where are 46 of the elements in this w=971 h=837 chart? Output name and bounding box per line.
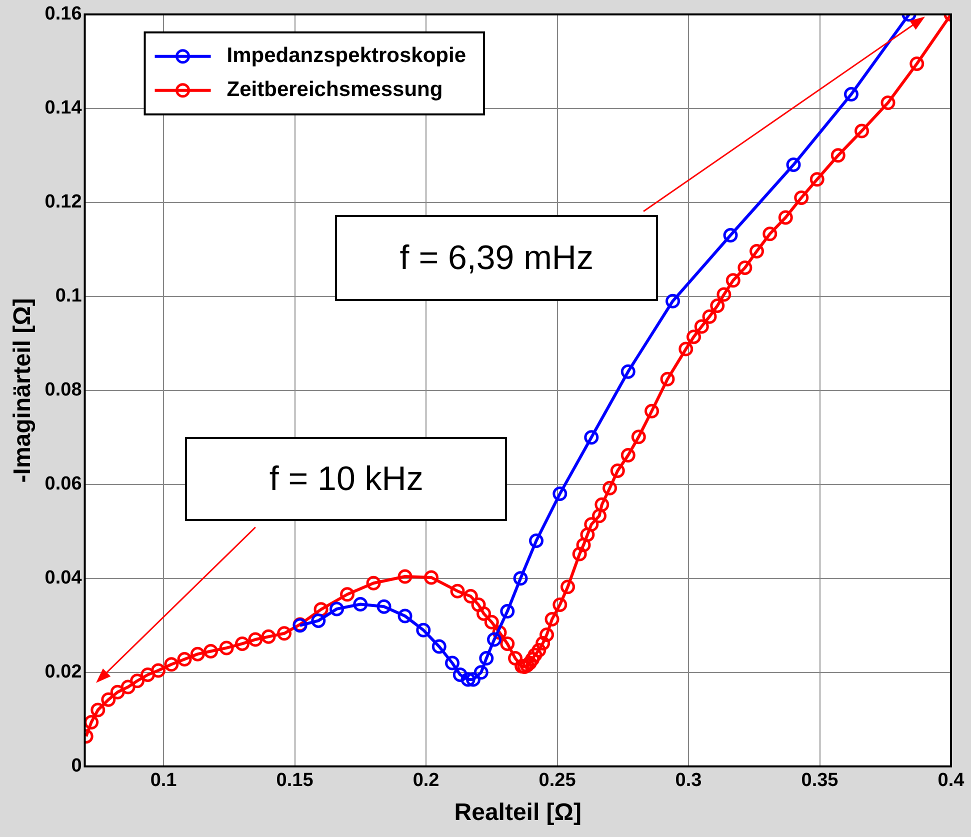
- point: [416, 622, 431, 638]
- point: [376, 599, 392, 614]
- point: [723, 228, 738, 243]
- legend-label: Impedanzspektroskopie: [226, 44, 466, 68]
- point: [432, 639, 446, 654]
- y-tick-label: 0.02: [44, 662, 82, 683]
- point: [487, 632, 502, 647]
- point: [398, 608, 412, 624]
- point: [479, 651, 494, 666]
- y-tick-label: 0.12: [44, 192, 82, 213]
- point: [452, 668, 468, 682]
- point: [353, 597, 368, 612]
- point: [466, 672, 481, 687]
- point: [584, 430, 599, 445]
- x-tick-label: 0.2: [412, 770, 440, 792]
- x-tick-label: 0.3: [675, 770, 702, 792]
- point: [474, 665, 488, 680]
- y-tick-label: 0: [71, 756, 82, 777]
- point: [445, 656, 460, 670]
- note-box: f = 10 kHz: [185, 437, 508, 522]
- point: [311, 613, 326, 628]
- point: [460, 672, 476, 687]
- point: [513, 571, 528, 586]
- y-tick-label: 0.04: [44, 568, 82, 589]
- x-tick-label: 0.1: [150, 770, 178, 792]
- point: [330, 602, 344, 616]
- note-box: f = 6,39 mHz: [335, 215, 658, 301]
- x-axis-title: Realteil [Ω]: [454, 799, 582, 826]
- point: [500, 604, 515, 619]
- y-tick-label: 0.14: [44, 98, 82, 119]
- point: [786, 158, 801, 172]
- x-tick-label: 0.35: [801, 770, 839, 792]
- point: [666, 294, 680, 308]
- x-tick-label: 0.4: [938, 770, 965, 792]
- y-tick-label: 0.16: [44, 4, 82, 25]
- x-tick-label: 0.25: [538, 770, 576, 792]
- y-tick-label: 0.06: [44, 474, 82, 495]
- point: [552, 486, 568, 502]
- point: [529, 534, 544, 548]
- y-tick-label: 0.08: [44, 380, 82, 401]
- point: [620, 364, 636, 379]
- legend-label: Zeitbereichsmessung: [226, 78, 443, 102]
- y-axis-title: -Imaginärteil [Ω]: [9, 298, 36, 483]
- point: [844, 87, 859, 102]
- x-tick-label: 0.15: [276, 770, 314, 792]
- y-tick-label: 0.1: [55, 286, 82, 307]
